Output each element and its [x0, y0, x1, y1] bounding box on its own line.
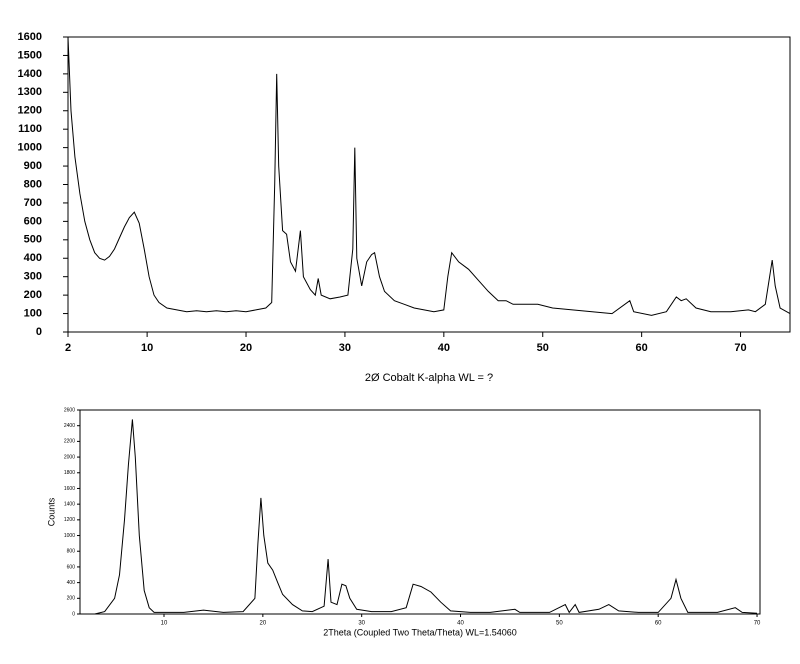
x-tick-label: 60 — [636, 342, 648, 354]
y-tick-label: 2600 — [64, 407, 75, 413]
plot-frame — [79, 409, 761, 615]
y-tick-label: 1200 — [18, 105, 42, 117]
y-tick-label: 200 — [67, 596, 76, 602]
y-tick-label: 1400 — [64, 501, 75, 507]
y-tick-label: 1600 — [18, 31, 42, 43]
x-tick-label: 40 — [457, 621, 464, 627]
y-tick-label: 800 — [67, 549, 76, 555]
y-tick-label: 1300 — [18, 86, 42, 98]
y-tick-label: 1200 — [64, 517, 75, 523]
y-tick-label: 2400 — [64, 423, 75, 429]
x-tick-label: 30 — [339, 342, 351, 354]
x-tick-label: 50 — [537, 342, 549, 354]
y-tick-label: 400 — [24, 252, 42, 264]
y-tick-label: 300 — [24, 271, 42, 283]
y-tick-label: 1600 — [64, 486, 75, 492]
x-axis-label: 2Theta (Coupled Two Theta/Theta) WL=1.54… — [323, 627, 517, 637]
y-tick-label: 2000 — [64, 454, 75, 460]
y-tick-label: 1800 — [64, 470, 75, 476]
y-tick-label: 400 — [67, 580, 76, 586]
x-tick-label: 40 — [438, 342, 450, 354]
y-tick-label: 1000 — [64, 533, 75, 539]
y-tick-label: 800 — [24, 178, 42, 190]
x-tick-label: 20 — [240, 342, 252, 354]
y-tick-label: 900 — [24, 160, 42, 172]
y-tick-label: 2200 — [64, 439, 75, 445]
y-tick-label: 500 — [24, 234, 42, 246]
y-tick-label: 1500 — [18, 49, 42, 61]
x-tick-label: 70 — [754, 621, 761, 627]
x-tick-label: 50 — [556, 621, 563, 627]
y-tick-label: 600 — [67, 564, 76, 570]
y-tick-label: 1100 — [18, 123, 42, 135]
x-tick-label: 10 — [161, 621, 168, 627]
y-tick-label: 0 — [36, 326, 42, 338]
x-tick-label: 60 — [655, 621, 662, 627]
x-tick-label: 70 — [734, 342, 746, 354]
x-axis-label: 2Ø Cobalt K-alpha WL = ? — [365, 372, 493, 384]
y-tick-label: 100 — [24, 307, 42, 319]
data-line — [67, 36, 791, 316]
y-tick-label: 1000 — [18, 142, 42, 154]
y-tick-label: 600 — [24, 215, 42, 227]
y-tick-label: 1400 — [18, 68, 42, 80]
x-tick-label: 20 — [260, 621, 267, 627]
data-line — [94, 419, 758, 615]
y-tick-label: 0 — [72, 611, 75, 617]
y-axis-label: Counts — [46, 497, 56, 526]
x-tick-label: 30 — [358, 621, 365, 627]
plot-frame — [67, 36, 791, 333]
y-tick-label: 200 — [24, 289, 42, 301]
x-tick-label: 2 — [65, 342, 71, 354]
x-tick-label: 10 — [141, 342, 153, 354]
y-tick-label: 700 — [24, 197, 42, 209]
